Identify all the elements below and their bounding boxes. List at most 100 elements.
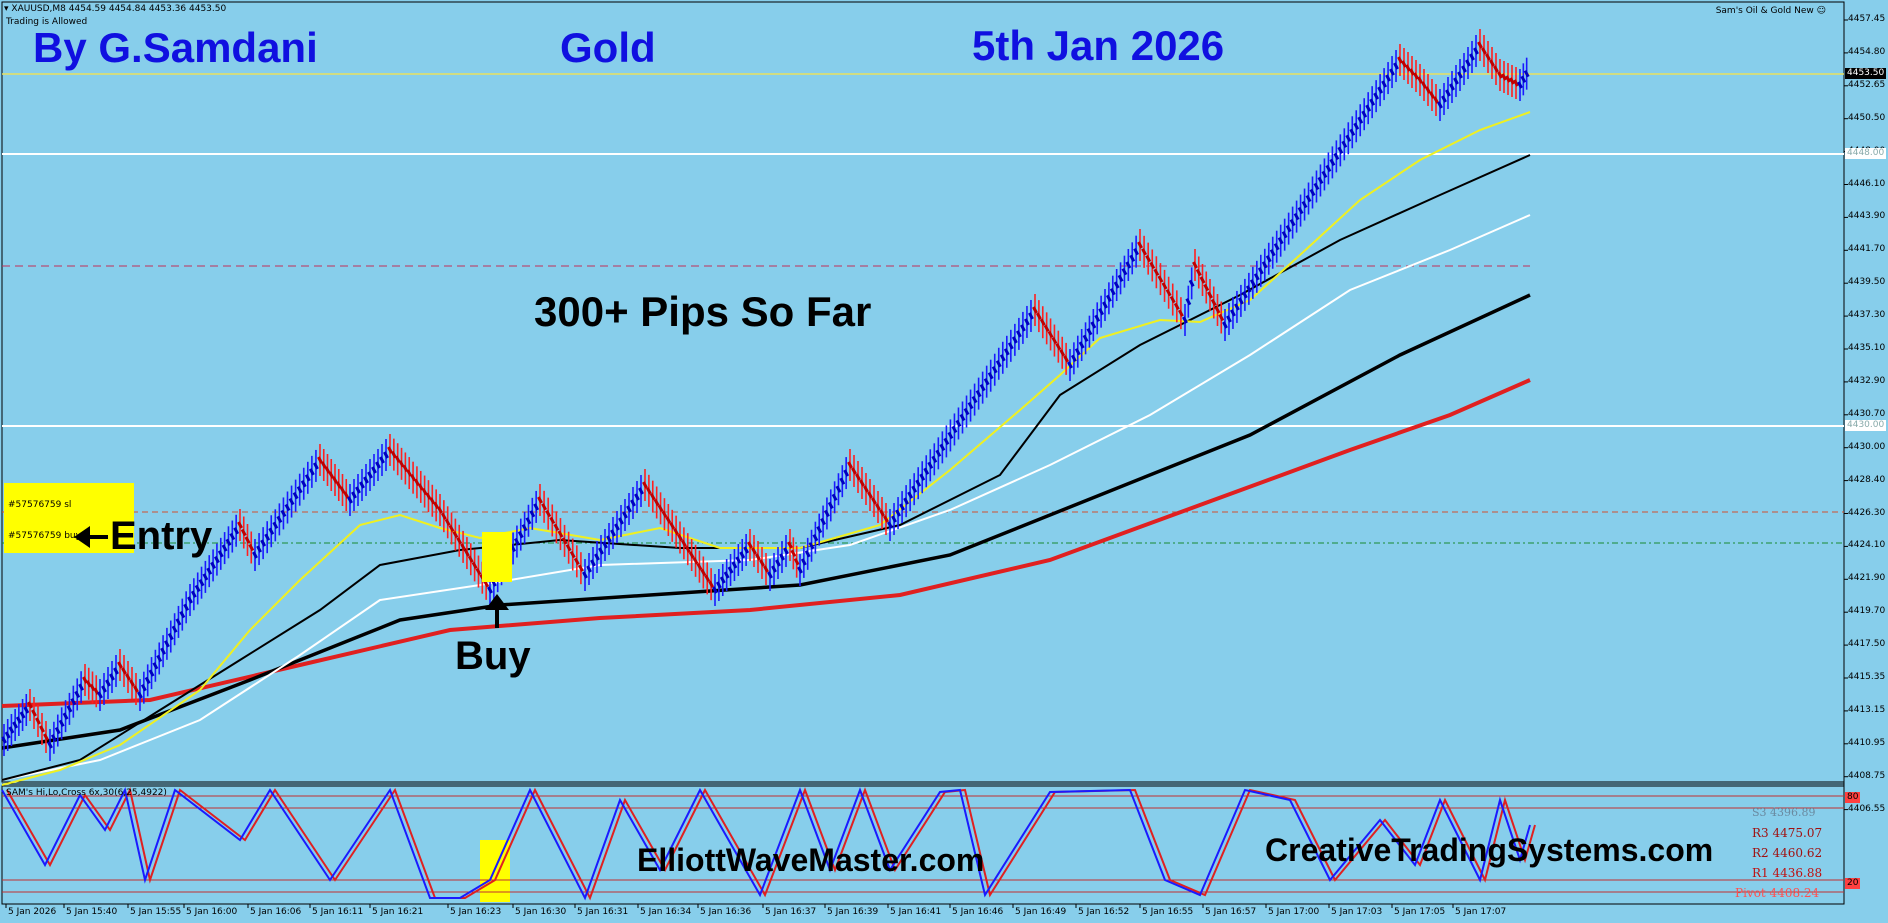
time-tick-label: 5 Jan 16:30 xyxy=(515,907,567,917)
price-tick-label: 4441.70 xyxy=(1848,244,1886,255)
price-bar-body xyxy=(1125,261,1132,269)
price-bar-body xyxy=(1055,342,1062,351)
price-bar-body xyxy=(779,553,785,561)
price-bar-body xyxy=(320,461,327,469)
price-bar-body xyxy=(229,532,236,541)
price-bar-body xyxy=(1449,83,1455,91)
price-bar-body xyxy=(82,676,88,684)
price-bar-body xyxy=(816,525,823,534)
price-bar-body xyxy=(202,573,209,581)
price-bar-body xyxy=(1453,77,1459,85)
price-bar-body xyxy=(1007,342,1014,350)
price-bar-body xyxy=(923,467,930,475)
price-bar-body xyxy=(800,558,807,566)
price-bar-body xyxy=(1485,53,1491,61)
price-bar-body xyxy=(719,576,726,584)
price-bar-body xyxy=(8,726,15,734)
price-bar-body xyxy=(1109,287,1116,296)
price-bar-body xyxy=(665,516,672,524)
oscillator-title: SAM's Hi,Lo,Cross 6x,30(6,25,4922) xyxy=(6,788,167,798)
price-bar-body xyxy=(1133,247,1140,256)
price-bar-body xyxy=(1520,75,1527,84)
price-bar-body xyxy=(1441,95,1447,103)
price-bar-body xyxy=(160,647,167,655)
price-bar-body xyxy=(645,487,652,495)
price-bar-body xyxy=(240,528,247,537)
dropdown-icon[interactable]: ▾ xyxy=(4,4,9,14)
osc-main xyxy=(1,787,1531,901)
price-bar-body xyxy=(634,493,640,501)
price-bar-body xyxy=(359,481,365,489)
price-bar-body xyxy=(50,734,57,742)
price-bar-body xyxy=(1,736,7,744)
price-tick-label: 4437.30 xyxy=(1848,310,1886,321)
entry-label: Entry xyxy=(110,514,213,558)
price-bar-body xyxy=(1214,306,1221,314)
price-bar-body xyxy=(433,501,440,510)
order-sl-label: #57576759 sl xyxy=(8,500,72,510)
price-bar-body xyxy=(394,455,401,463)
price-bar-body xyxy=(1153,268,1160,276)
price-bar-body xyxy=(425,492,432,500)
price-bar-body xyxy=(723,571,730,579)
price-bar-body xyxy=(1493,65,1499,73)
price-bar-body xyxy=(991,366,998,374)
price-bar-body xyxy=(529,510,536,518)
price-bar-body xyxy=(1102,301,1108,309)
price-bar-body xyxy=(1003,348,1010,356)
price-bar-body xyxy=(35,717,41,725)
price-bar-body xyxy=(513,537,520,546)
price-bar-body xyxy=(569,550,576,559)
price-bar-body xyxy=(1019,324,1026,332)
price-bar-body xyxy=(879,509,885,517)
price-bar-body xyxy=(1281,230,1288,239)
price-bar-body xyxy=(1313,182,1320,191)
time-tick-label: 5 Jan 16:49 xyxy=(1015,907,1067,917)
price-bar-body xyxy=(712,586,718,594)
price-bar-body xyxy=(533,503,540,511)
price-bar-body xyxy=(308,468,315,476)
price-bar-body xyxy=(217,550,224,558)
price-tick-label: 4408.75 xyxy=(1848,770,1886,781)
price-tick-label: 4428.40 xyxy=(1848,474,1886,485)
price-bar-body xyxy=(545,509,552,518)
price-bar-body xyxy=(541,503,548,511)
price-bar-body xyxy=(332,476,338,484)
price-bar-body xyxy=(939,443,946,452)
price-bar-body xyxy=(1477,41,1483,49)
white-level-mid-tag: 4430.00 xyxy=(1845,420,1887,431)
price-bar-body xyxy=(66,705,73,713)
price-bar-body xyxy=(324,466,331,474)
price-bar-body xyxy=(1149,261,1156,270)
price-bar-body xyxy=(256,545,262,553)
price-bar-body xyxy=(363,476,369,484)
price-bar-body xyxy=(610,529,616,537)
price-bar-body xyxy=(1129,254,1136,263)
price-bar-body xyxy=(1361,110,1368,118)
price-bar-body xyxy=(1445,89,1451,97)
price-bar-body xyxy=(213,555,220,564)
price-bar-body xyxy=(827,501,834,510)
price-bar-body xyxy=(979,383,986,392)
price-bar-body xyxy=(387,446,393,454)
price-bar-body xyxy=(606,535,612,543)
price-bar-body xyxy=(759,559,765,567)
price-bar-body xyxy=(1173,302,1180,311)
price-bar-body xyxy=(1305,194,1312,203)
price-bar-body xyxy=(121,667,127,675)
price-bar-body xyxy=(260,539,267,547)
price-bar-body xyxy=(163,640,170,648)
price-bar-body xyxy=(137,691,143,699)
price-bar-body xyxy=(304,474,311,482)
price-bar-body xyxy=(875,503,881,511)
price-bar-body xyxy=(1011,336,1018,344)
price-bar-body xyxy=(793,557,800,566)
price-bar-body xyxy=(677,533,683,542)
price-bar-body xyxy=(296,485,303,494)
price-bar-body xyxy=(1078,341,1085,349)
time-tick-label: 5 Jan 16:37 xyxy=(765,907,817,917)
price-bar-body xyxy=(618,517,624,525)
price-bar-body xyxy=(602,541,608,549)
